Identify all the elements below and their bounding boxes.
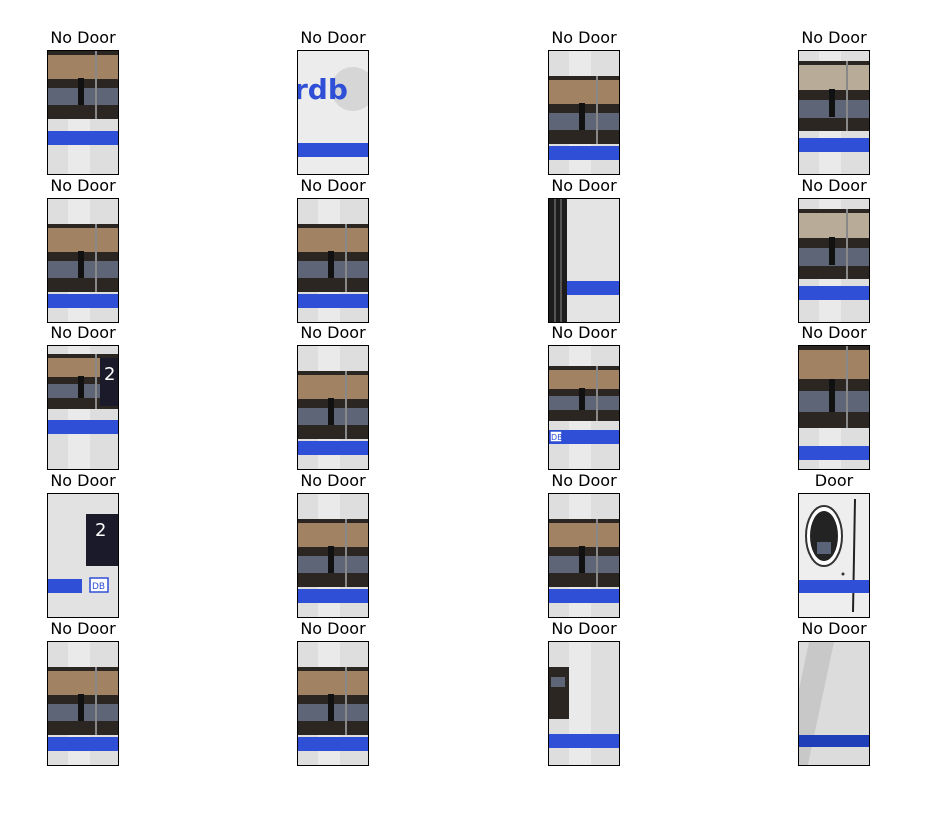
thumbnail-graphic <box>799 199 869 322</box>
train-image-thumbnail <box>798 641 870 766</box>
thumbnail-graphic <box>48 642 118 765</box>
classification-label: No Door <box>801 28 867 47</box>
thumbnail-graphic: rdb <box>298 51 368 174</box>
classification-label: No Door <box>551 619 617 638</box>
train-image-thumbnail <box>297 198 369 323</box>
classification-label: No Door <box>551 176 617 195</box>
thumbnail-graphic <box>48 199 118 322</box>
train-image-thumbnail <box>798 50 870 175</box>
classification-label: No Door <box>801 176 867 195</box>
classification-label: No Door <box>50 176 116 195</box>
svg-text:2: 2 <box>104 364 115 385</box>
svg-text:rdb: rdb <box>298 73 348 106</box>
train-image-thumbnail <box>548 198 620 323</box>
classification-label: No Door <box>50 323 116 342</box>
thumbnail-graphic <box>799 642 869 765</box>
thumbnail-graphic <box>298 494 368 617</box>
thumbnail-graphic <box>298 346 368 469</box>
thumbnail-graphic <box>298 642 368 765</box>
train-image-thumbnail <box>297 493 369 618</box>
svg-text:DB: DB <box>92 582 105 592</box>
thumbnail-graphic <box>48 51 118 174</box>
classification-label: No Door <box>801 619 867 638</box>
svg-text:2: 2 <box>95 520 106 541</box>
thumbnail-graphic <box>799 51 869 174</box>
classification-label: No Door <box>50 619 116 638</box>
classification-label: No Door <box>300 28 366 47</box>
thumbnail-graphic <box>799 346 869 469</box>
train-image-thumbnail <box>798 345 870 470</box>
thumbnail-graphic: 2 DB <box>48 494 118 617</box>
thumbnail-graphic: DB <box>549 346 619 469</box>
thumbnail-graphic <box>549 494 619 617</box>
train-image-thumbnail: DB <box>548 345 620 470</box>
classification-label: Door <box>814 471 854 490</box>
classification-label: No Door <box>300 471 366 490</box>
classification-label: No Door <box>50 28 116 47</box>
train-image-thumbnail <box>548 50 620 175</box>
train-image-thumbnail <box>47 641 119 766</box>
classification-label: No Door <box>300 176 366 195</box>
train-image-thumbnail <box>297 641 369 766</box>
train-image-thumbnail <box>548 493 620 618</box>
classification-label: No Door <box>551 471 617 490</box>
thumbnail-graphic: 2 <box>48 346 118 469</box>
classification-label: No Door <box>300 323 366 342</box>
train-image-thumbnail: 2 <box>47 345 119 470</box>
train-image-thumbnail <box>297 345 369 470</box>
train-image-thumbnail: rdb <box>297 50 369 175</box>
thumbnail-graphic <box>549 51 619 174</box>
thumbnail-graphic <box>298 199 368 322</box>
classification-label: No Door <box>801 323 867 342</box>
train-image-thumbnail <box>798 493 870 618</box>
classification-label: No Door <box>551 28 617 47</box>
classification-label: No Door <box>50 471 116 490</box>
train-image-thumbnail <box>47 50 119 175</box>
train-image-thumbnail <box>798 198 870 323</box>
thumbnail-graphic <box>549 642 619 765</box>
classification-label: No Door <box>300 619 366 638</box>
train-image-thumbnail <box>47 198 119 323</box>
train-image-thumbnail: 2 DB <box>47 493 119 618</box>
thumbnail-graphic <box>549 199 619 322</box>
thumbnail-graphic <box>799 494 869 617</box>
svg-text:DB: DB <box>551 433 563 442</box>
classification-label: No Door <box>551 323 617 342</box>
train-image-thumbnail <box>548 641 620 766</box>
